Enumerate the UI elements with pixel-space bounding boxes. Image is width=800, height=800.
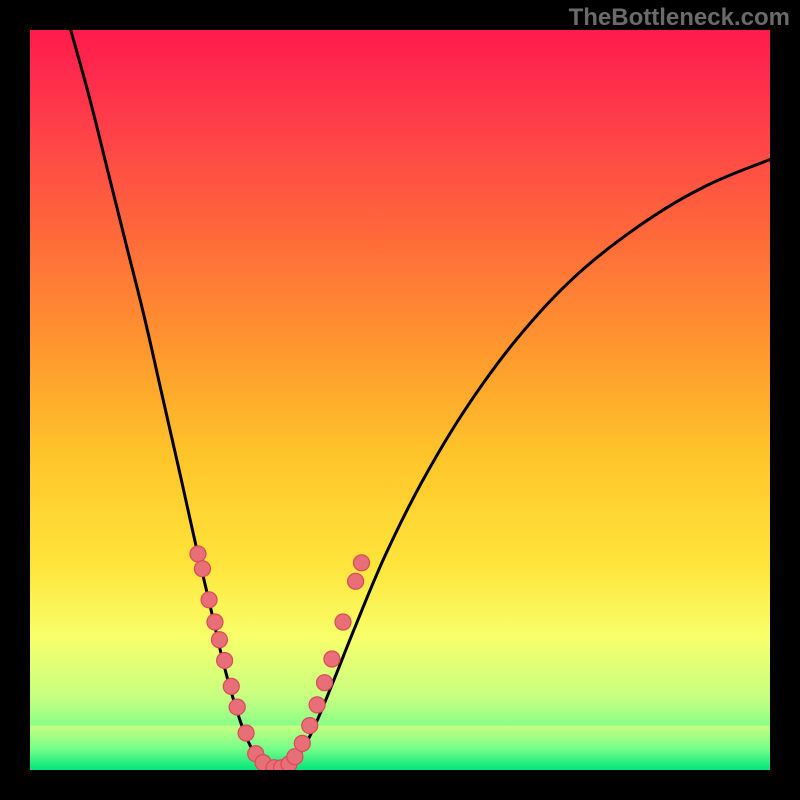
- plot-svg: [0, 0, 800, 800]
- data-marker: [335, 614, 351, 630]
- data-marker: [309, 697, 325, 713]
- data-marker: [354, 555, 370, 571]
- data-marker: [229, 699, 245, 715]
- plot-gradient-background: [30, 30, 770, 770]
- figure-root: TheBottleneck.com: [0, 0, 800, 800]
- data-marker: [348, 573, 364, 589]
- green-band-overlay: [30, 726, 770, 770]
- data-marker: [207, 614, 223, 630]
- data-marker: [302, 718, 318, 734]
- data-marker: [194, 561, 210, 577]
- data-marker: [211, 632, 227, 648]
- data-marker: [317, 675, 333, 691]
- data-marker: [324, 651, 340, 667]
- data-marker: [238, 725, 254, 741]
- data-marker: [190, 546, 206, 562]
- watermark-text: TheBottleneck.com: [569, 4, 790, 32]
- data-marker: [201, 592, 217, 608]
- data-marker: [223, 678, 239, 694]
- data-marker: [217, 652, 233, 668]
- data-marker: [294, 735, 310, 751]
